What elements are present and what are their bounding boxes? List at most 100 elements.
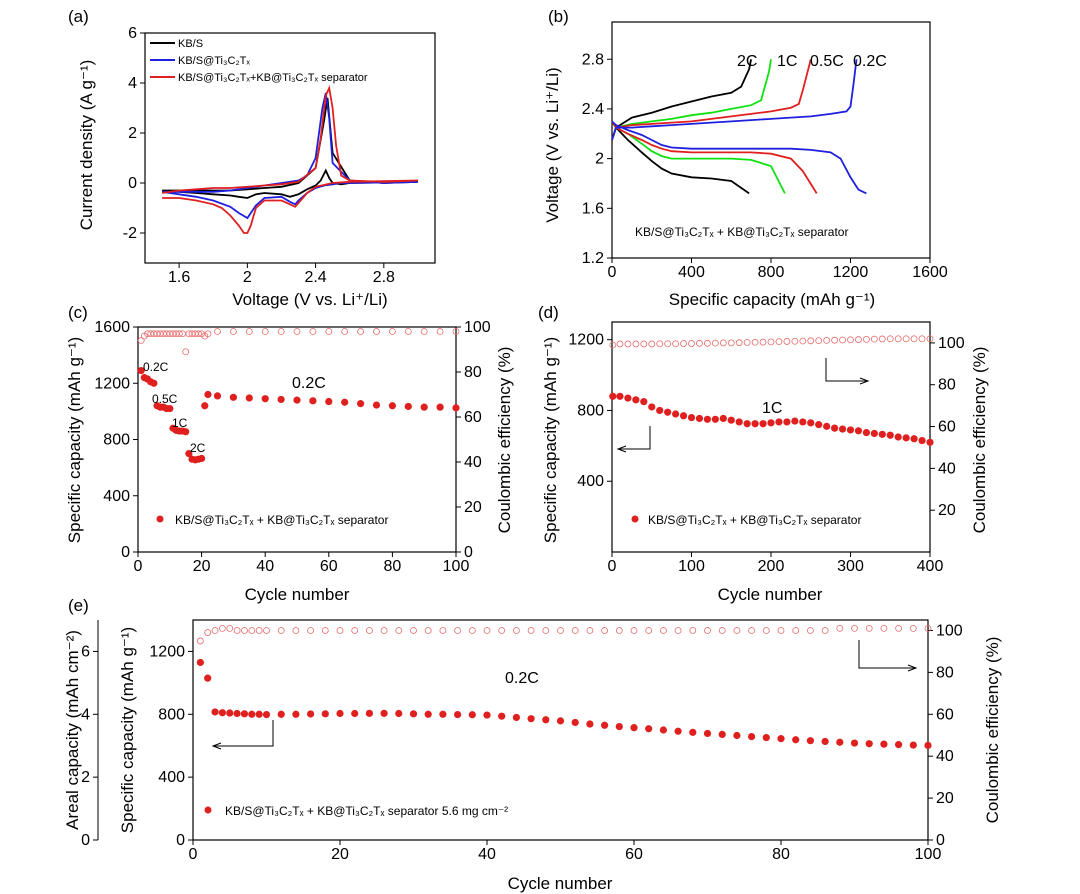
ce-point xyxy=(436,328,444,335)
ce-point xyxy=(336,627,344,634)
ce-point xyxy=(513,627,520,634)
y-tick-label: 1200 xyxy=(568,332,604,349)
ce-point xyxy=(807,627,814,634)
panel-e-y2label: Coulombic efficiency (%) xyxy=(983,637,1002,824)
panel-e-legend-text: KB/S@Ti₃C₂Tₓ + KB@Ti₃C₂Tₓ separator 5.6 … xyxy=(225,804,508,818)
legend-kbs: KB/S xyxy=(178,38,203,50)
ce-point xyxy=(229,328,237,335)
ce-point xyxy=(894,335,902,343)
ce-point xyxy=(836,624,844,632)
cv-curve xyxy=(161,84,418,234)
capacity-point xyxy=(213,392,222,400)
arrow-capacity xyxy=(214,720,274,747)
capacity-point xyxy=(791,417,799,425)
ce-point xyxy=(775,338,783,346)
x-tick-label: 100 xyxy=(678,558,705,575)
panel-d-ylabel: Specific capacity (mAh g⁻¹) xyxy=(541,337,560,543)
ce-point xyxy=(688,340,695,347)
x-tick-label: 80 xyxy=(384,558,402,575)
ce-point xyxy=(743,339,751,346)
capacity-point xyxy=(878,430,886,438)
capacity-point xyxy=(926,438,934,446)
panel-a: (a) 1.6 2 2.4 2.8 -2 0 2 4 6 Voltage (V vs. Li⁺/… xyxy=(68,7,436,309)
arrow-capacity xyxy=(620,426,651,450)
ce-point xyxy=(483,627,491,634)
capacity-point xyxy=(689,728,697,736)
capacity-point xyxy=(204,390,212,399)
capacity-point xyxy=(196,658,204,667)
capacity-point xyxy=(615,722,623,731)
ce-point xyxy=(245,328,253,335)
x-tick-label: 20 xyxy=(331,846,349,863)
ce-point xyxy=(918,335,926,343)
capacity-point xyxy=(498,712,506,720)
ce-point xyxy=(204,629,212,636)
ce-point xyxy=(851,624,858,632)
y2-tick-label: 40 xyxy=(464,454,482,471)
ce-point xyxy=(656,340,664,348)
ce-point xyxy=(571,627,579,634)
capacity-point xyxy=(910,435,918,443)
capacity-point xyxy=(645,725,653,733)
ce-point xyxy=(640,340,648,348)
ce-point xyxy=(704,627,711,634)
x-tick-label: 2 xyxy=(243,269,252,286)
ce-point xyxy=(910,335,918,343)
ce-point xyxy=(696,339,703,347)
capacity-point xyxy=(850,739,859,747)
panel-d-label: (d) xyxy=(538,303,559,322)
ce-point xyxy=(831,336,838,344)
x-tick-label: 1200 xyxy=(833,264,869,281)
y2-tick-label: 20 xyxy=(464,499,482,516)
arrow-ce xyxy=(825,358,866,382)
ce-point xyxy=(616,340,624,348)
rate-label-05c: 0.5C xyxy=(810,53,844,70)
x-tick-label: 20 xyxy=(193,558,211,575)
capacity-point xyxy=(777,735,785,743)
ce-point xyxy=(373,328,380,335)
ce-point xyxy=(351,627,359,634)
plot-frame xyxy=(144,32,436,264)
ce-point xyxy=(823,336,831,344)
capacity-point xyxy=(233,709,241,718)
capacity-point xyxy=(624,394,632,402)
capacity-point xyxy=(909,741,917,749)
capacity-point xyxy=(815,421,823,429)
ce-point xyxy=(211,627,219,634)
capacity-point xyxy=(436,403,444,411)
ce-point xyxy=(767,338,775,346)
ce-point xyxy=(792,627,800,634)
capacity-point xyxy=(483,711,491,719)
y-tick-label: 400 xyxy=(577,473,604,490)
capacity-point xyxy=(226,709,234,717)
capacity-point xyxy=(865,740,873,748)
ce-point xyxy=(241,627,248,634)
y-tick-label: 4 xyxy=(128,75,137,92)
capacity-point xyxy=(211,708,219,716)
capacity-point xyxy=(255,710,263,718)
panel-d: (d) 0 100 200 300 400 400 800 1200 20 40 60 80 100 C… xyxy=(538,303,989,604)
capacity-point xyxy=(838,425,847,433)
panel-c-y2label: Coulombic efficiency (%) xyxy=(495,347,514,534)
charge-curve xyxy=(611,59,812,141)
cv-curve xyxy=(161,92,418,220)
x-tick-label: 400 xyxy=(917,558,944,575)
x-tick-label: 1.6 xyxy=(168,269,190,286)
rate-label-1c: 1C xyxy=(777,53,797,70)
charge-curve xyxy=(611,59,772,141)
panel-d-y2label: Coulombic efficiency (%) xyxy=(970,347,989,534)
y2-tick-label: 0 xyxy=(936,832,945,849)
ce-point xyxy=(815,337,823,345)
capacity-point xyxy=(439,710,447,718)
capacity-point xyxy=(307,710,315,718)
ce-point xyxy=(855,336,862,343)
capacity-point xyxy=(672,410,680,418)
ce-point xyxy=(645,627,653,634)
ce-point xyxy=(365,627,373,634)
y2-tick-label: 100 xyxy=(938,335,965,352)
arrow-head xyxy=(616,445,627,453)
y-tick-label: 1.2 xyxy=(582,250,604,267)
ce-point xyxy=(468,627,476,634)
arrow-head xyxy=(211,742,222,750)
capacity-point xyxy=(512,713,521,722)
